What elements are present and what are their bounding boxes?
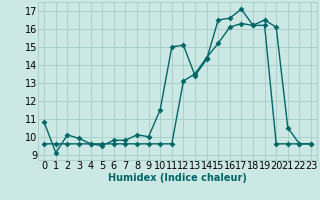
X-axis label: Humidex (Indice chaleur): Humidex (Indice chaleur) — [108, 173, 247, 183]
